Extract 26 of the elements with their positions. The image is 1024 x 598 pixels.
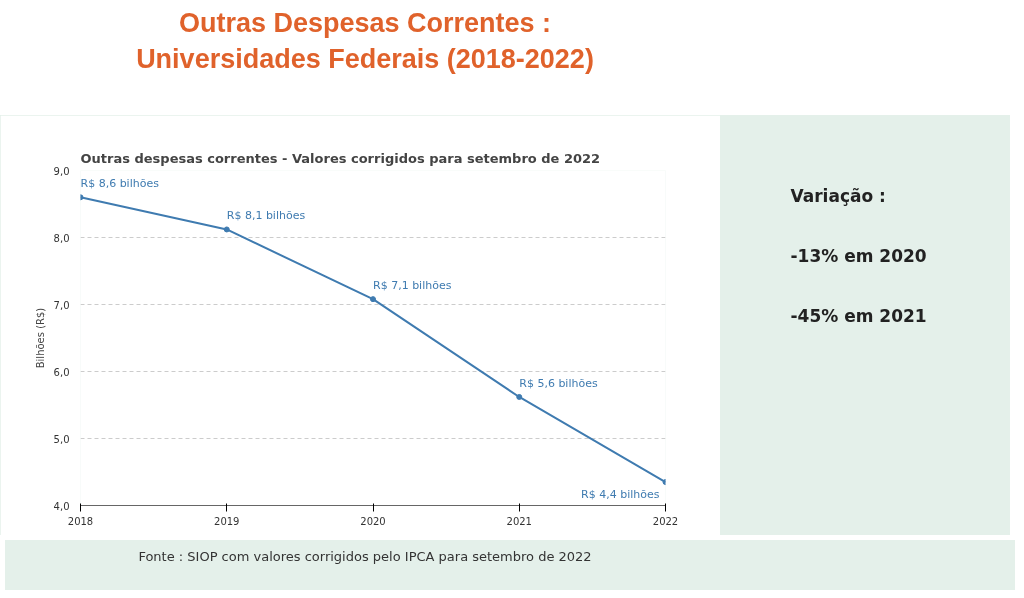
- data-label: R$ 5,6 bilhões: [519, 376, 598, 390]
- y-tick-label: 8,0: [53, 232, 70, 244]
- x-tick-label: 2020: [360, 515, 386, 527]
- y-tick-label: 7,0: [53, 299, 70, 311]
- chart-title: Outras Despesas Correntes : Universidades Federais (2018-2022): [135, 7, 595, 76]
- y-tick-label: 9,0: [53, 165, 70, 177]
- y-tick-label: 5,0: [53, 433, 70, 445]
- text: -45% em 2021: [790, 305, 927, 326]
- y-tick-label: 6,0: [53, 366, 70, 378]
- x-tick-label: 2018: [67, 515, 94, 527]
- data-label: R$ 7,1 bilhões: [373, 279, 452, 293]
- y-tick-label: 4,0: [53, 500, 70, 512]
- chart-subtitle: Outras despesas correntes - Valores corrigidos para setembro de 2022: [80, 150, 601, 166]
- data-label: R$ 8,1 bilhões: [226, 209, 306, 223]
- point: [516, 393, 523, 400]
- point: [370, 296, 376, 303]
- x-tick-label: 2019: [214, 515, 240, 527]
- text: -13% em 2020: [790, 245, 927, 266]
- text: Variação :: [790, 185, 886, 206]
- source-note: Fonte : SIOP com valores corrigidos pelo IPCA para setembro de 2022: [137, 548, 593, 566]
- x-tick-label: 2021: [506, 515, 532, 527]
- data-label: R$ 8,6 bilhões: [80, 177, 160, 191]
- y-axis-title: Bilhões (R$): [34, 307, 46, 369]
- x-tick-label: 2022: [652, 515, 679, 527]
- point: [223, 226, 230, 233]
- data-label: R$ 4,4 bilhões: [581, 488, 660, 502]
